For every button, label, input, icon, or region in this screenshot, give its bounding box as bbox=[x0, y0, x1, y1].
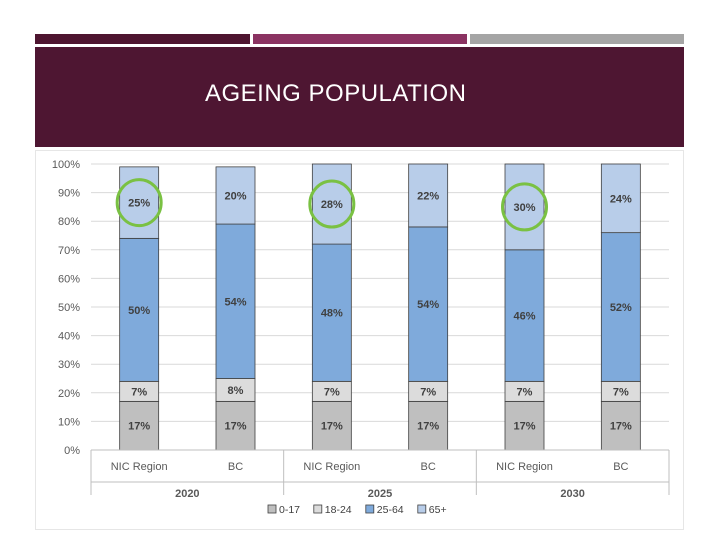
bar-segment-65plus bbox=[311, 163, 352, 245]
highlight-circle bbox=[308, 179, 356, 229]
data-label: 17% bbox=[610, 421, 632, 433]
data-label: 54% bbox=[224, 296, 246, 308]
legend-swatch bbox=[267, 504, 277, 514]
legend-swatch bbox=[417, 504, 427, 514]
y-tick-label: 40% bbox=[58, 331, 80, 343]
data-label: 30% bbox=[513, 202, 535, 214]
y-tick-label: 60% bbox=[58, 273, 80, 285]
slide-title: AGEING POPULATION bbox=[205, 80, 467, 107]
data-label: 25% bbox=[128, 198, 150, 210]
x-group-label: 2025 bbox=[368, 488, 392, 500]
highlight-circle bbox=[501, 182, 548, 232]
data-label: 22% bbox=[417, 190, 439, 202]
chart-frame: 0% 10% 20% 30% 40% 50% 60% 70% 80% 90% 100% 17% 7% 50… bbox=[35, 150, 684, 530]
data-label: 28% bbox=[321, 199, 343, 211]
bar-segment-0-17 bbox=[311, 400, 352, 451]
y-tick-label: 100% bbox=[52, 159, 80, 171]
accent-bar-grey bbox=[470, 34, 684, 44]
y-tick-label: 80% bbox=[58, 216, 80, 228]
bar-segment-25-64 bbox=[311, 243, 352, 382]
bar-segment-65plus bbox=[215, 166, 256, 225]
data-label: 54% bbox=[417, 299, 439, 311]
x-category-label: NIC Region bbox=[303, 461, 360, 473]
data-label: 7% bbox=[131, 386, 147, 398]
y-tick-label: 30% bbox=[58, 359, 80, 371]
data-label: 50% bbox=[128, 305, 150, 317]
data-label: 7% bbox=[517, 386, 533, 398]
x-category-label: NIC Region bbox=[496, 461, 553, 473]
legend-swatch bbox=[313, 504, 323, 514]
accent-bar-dark bbox=[35, 34, 250, 44]
x-category-label: BC bbox=[613, 461, 628, 473]
legend-entry: 0-17 bbox=[279, 504, 300, 516]
bar-segment-25-64 bbox=[119, 237, 160, 382]
bar-segment-25-64 bbox=[600, 232, 641, 382]
bar-segment-0-17 bbox=[600, 400, 641, 451]
data-label: 17% bbox=[513, 421, 535, 433]
data-label: 17% bbox=[321, 421, 343, 433]
bar-segment-25-64 bbox=[408, 226, 449, 382]
data-label: 24% bbox=[610, 193, 632, 205]
x-group-label: 2030 bbox=[560, 488, 584, 500]
highlight-circle bbox=[115, 178, 163, 228]
legend-swatch bbox=[365, 504, 375, 514]
stacked-bar-chart: 0% 10% 20% 30% 40% 50% 60% 70% 80% 90% 100% 17% 7% 50… bbox=[52, 159, 670, 516]
bar-segment-65plus bbox=[504, 163, 545, 251]
data-label: 7% bbox=[420, 386, 436, 398]
y-tick-label: 10% bbox=[58, 416, 80, 428]
data-label: 52% bbox=[610, 302, 632, 314]
data-label: 48% bbox=[321, 308, 343, 320]
accent-bar-plum bbox=[253, 34, 467, 44]
data-label: 8% bbox=[228, 385, 244, 397]
bar-segment-25-64 bbox=[215, 223, 256, 379]
bar-segment-25-64 bbox=[504, 249, 545, 382]
data-label: 46% bbox=[513, 311, 535, 323]
x-category-label: BC bbox=[228, 461, 243, 473]
data-label: 7% bbox=[613, 386, 629, 398]
legend-entry: 18-24 bbox=[325, 504, 352, 516]
x-group-label: 2020 bbox=[175, 488, 199, 500]
legend-entry: 25-64 bbox=[377, 504, 404, 516]
y-tick-label: 0% bbox=[64, 445, 80, 457]
bar-segment-0-17 bbox=[119, 400, 160, 451]
legend-entry: 65+ bbox=[429, 504, 447, 516]
y-tick-label: 50% bbox=[58, 302, 80, 314]
y-tick-label: 20% bbox=[58, 388, 80, 400]
data-label: 20% bbox=[224, 190, 246, 202]
title-banner bbox=[35, 47, 684, 147]
y-tick-label: 70% bbox=[58, 245, 80, 257]
x-category-label: BC bbox=[421, 461, 436, 473]
bar-segment-0-17 bbox=[504, 400, 545, 451]
x-category-label: NIC Region bbox=[111, 461, 168, 473]
y-tick-label: 90% bbox=[58, 188, 80, 200]
bar-segment-0-17 bbox=[215, 400, 256, 451]
bar-segment-65plus bbox=[600, 163, 641, 234]
data-label: 17% bbox=[417, 421, 439, 433]
data-label: 17% bbox=[128, 421, 150, 433]
bar-segment-0-17 bbox=[408, 400, 449, 451]
data-label: 7% bbox=[324, 386, 340, 398]
bar-segment-65plus bbox=[408, 163, 449, 228]
data-label: 17% bbox=[224, 421, 246, 433]
